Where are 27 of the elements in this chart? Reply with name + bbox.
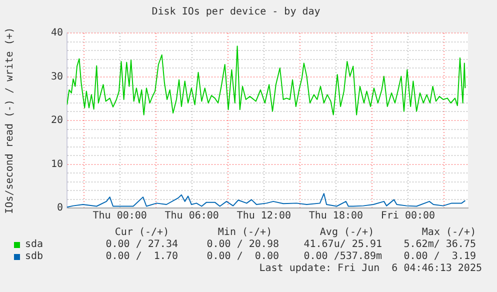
y-tick-label: 20 [50,115,63,126]
y-tick-label: 30 [50,71,63,82]
text: 0.00 /537.89m [304,251,382,263]
legend-label: sda [25,239,44,251]
y-axis-title: IOs/second read (-) / write (+) [4,27,16,214]
x-tick-label: Thu 06:00 [164,210,219,222]
y-tick-label: 10 [50,158,63,170]
legend-label: sdb [25,251,44,263]
x-tick-label: Thu 18:00 [308,210,364,222]
text: Avg (-/+) [318,227,376,239]
text: Last update: Fri Jun 6 04:46:13 2025 [259,263,482,275]
text: 0.00 / 1.70 [106,251,178,263]
y-tick-label: 40 [50,28,63,39]
text: Min (-/+) [216,227,274,239]
text: 5.62m/ 36.75 [404,239,476,251]
x-tick-label: Fri 00:00 [380,210,436,222]
text: Max (-/+) [420,227,478,239]
text: Cur (-/+) [114,227,170,239]
text: 0.00 / 27.34 [106,239,178,251]
text: 41.67u/ 25.91 [304,239,382,251]
text: 0.00 / 3.19 [404,251,476,263]
text: 0.00 / 20.98 [206,239,279,251]
x-tick-label: Thu 12:00 [236,210,291,222]
y-tick-label: 0 [56,202,63,214]
chart-title: Disk IOs per device - by day [152,6,320,18]
x-tick-label: Thu 00:00 [92,210,147,222]
text: 0.00 / 0.00 [206,251,279,263]
